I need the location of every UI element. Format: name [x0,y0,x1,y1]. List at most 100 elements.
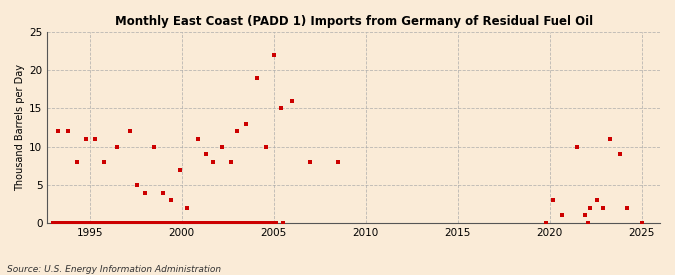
Point [63,221,74,225]
Point [90,137,101,141]
Point [225,221,236,225]
Point [51,221,61,225]
Point [163,221,174,225]
Point [144,221,155,225]
Point [200,152,211,156]
Point [231,221,242,225]
Point [260,221,271,225]
Point [269,221,279,225]
Point [115,221,126,225]
Point [126,221,136,225]
Point [86,221,97,225]
Point [246,221,256,225]
Point [169,221,180,225]
Point [223,221,234,225]
Point [200,221,211,225]
Point [103,221,113,225]
Point [202,221,213,225]
Point [180,221,191,225]
Point [178,221,188,225]
Point [62,129,73,134]
Point [116,221,127,225]
Point [159,221,169,225]
Point [191,221,202,225]
Point [236,221,246,225]
Point [134,221,145,225]
Point [70,221,81,225]
Point [194,221,205,225]
Point [209,221,220,225]
Point [193,137,204,141]
Point [263,221,273,225]
Point [256,221,267,225]
Point [142,221,153,225]
Point [267,221,278,225]
Point [121,221,132,225]
Point [255,221,266,225]
Point [182,206,192,210]
Point [182,221,192,225]
Point [92,221,103,225]
Point [88,221,99,225]
Point [254,221,265,225]
Point [244,221,255,225]
Point [207,160,218,164]
Point [250,221,261,225]
Point [579,213,590,218]
Point [208,221,219,225]
Point [261,144,271,149]
Point [203,221,214,225]
Point [75,221,86,225]
Point [124,221,134,225]
Point [541,221,551,225]
Point [585,206,595,210]
Point [111,221,122,225]
Point [186,221,197,225]
Point [258,221,269,225]
Point [151,221,162,225]
Y-axis label: Thousand Barrels per Day: Thousand Barrels per Day [15,64,25,191]
Point [127,221,138,225]
Point [53,129,63,134]
Point [637,221,647,225]
Point [232,221,243,225]
Text: Source: U.S. Energy Information Administration: Source: U.S. Energy Information Administ… [7,265,221,274]
Point [217,144,227,149]
Point [64,221,75,225]
Point [261,221,272,225]
Point [198,221,209,225]
Point [133,221,144,225]
Point [153,221,163,225]
Point [220,221,231,225]
Point [132,183,143,187]
Point [69,221,80,225]
Point [226,221,237,225]
Point [173,221,184,225]
Point [117,221,128,225]
Point [93,221,104,225]
Point [592,198,603,202]
Point [167,221,178,225]
Point [58,221,69,225]
Point [145,221,156,225]
Point [238,221,249,225]
Point [171,221,182,225]
Point [101,221,111,225]
Point [266,221,277,225]
Point [275,106,286,111]
Point [74,221,84,225]
Point [226,160,237,164]
Point [68,221,78,225]
Point [128,221,139,225]
Point [47,221,58,225]
Point [95,221,105,225]
Point [148,144,159,149]
Point [80,137,91,141]
Point [248,221,259,225]
Point [287,98,298,103]
Point [61,221,72,225]
Point [162,221,173,225]
Point [190,221,200,225]
Point [55,221,66,225]
Point [138,221,148,225]
